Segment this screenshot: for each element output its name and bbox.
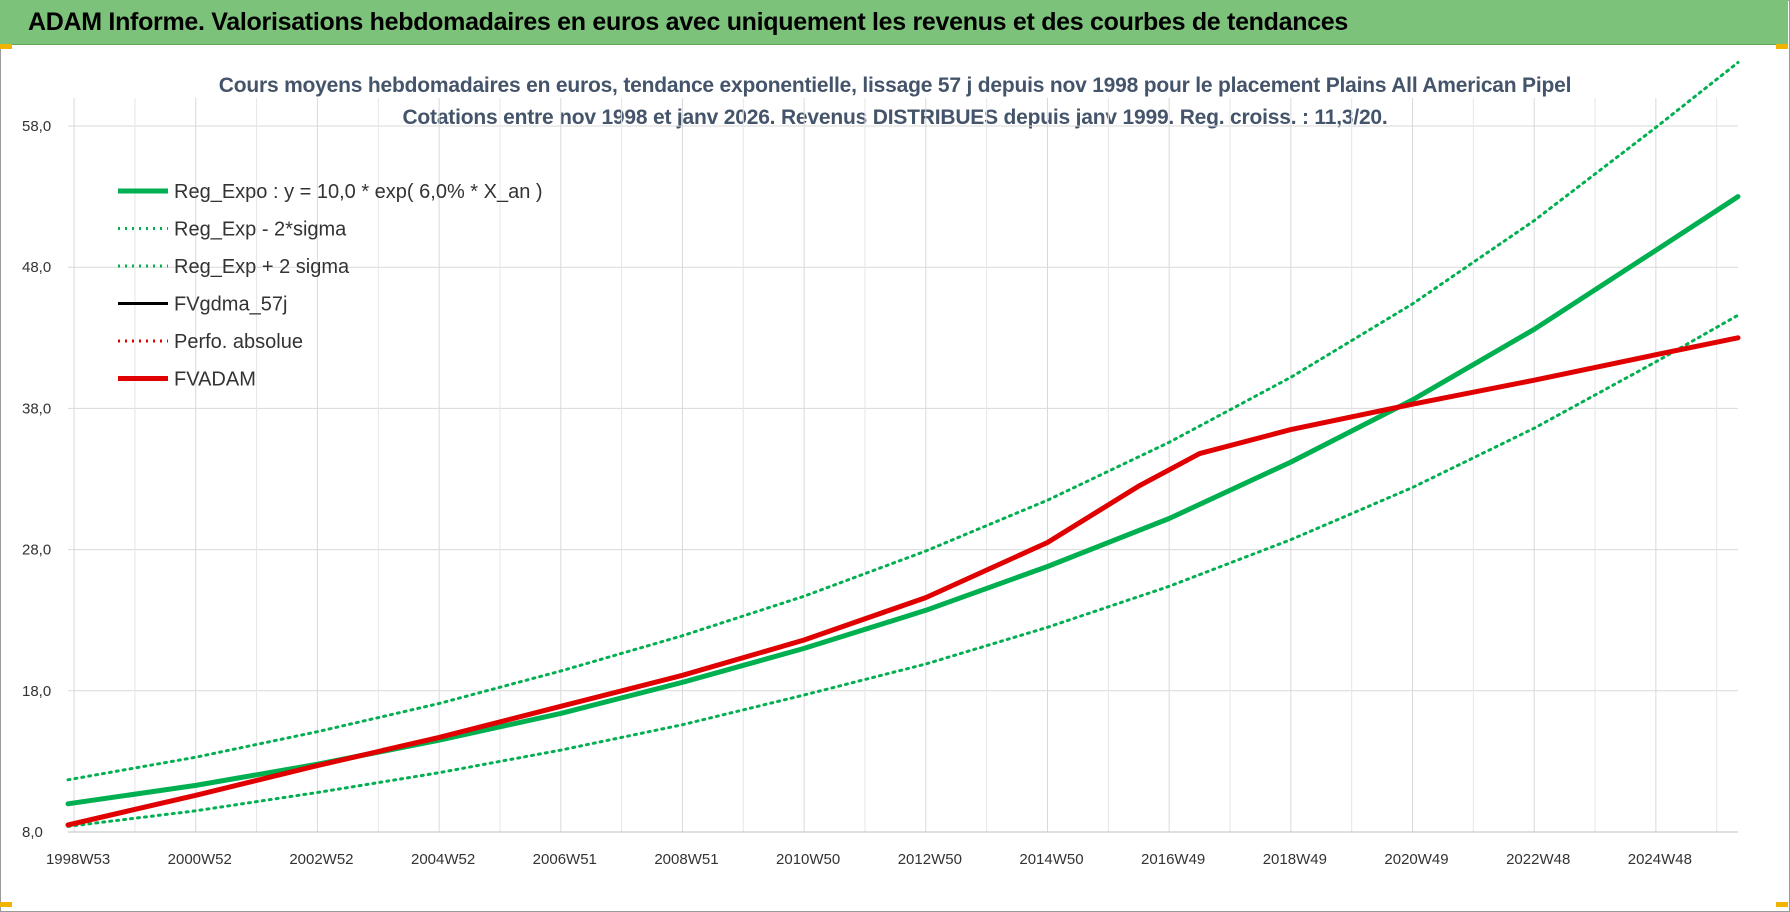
legend: Reg_Expo : y = 10,0 * exp( 6,0% * X_an )… (118, 181, 543, 391)
x-tick-label: 2016W49 (1141, 851, 1205, 868)
x-tick-label: 2004W52 (411, 851, 475, 868)
x-tick-label: 2014W50 (1019, 851, 1083, 868)
gridlines (68, 98, 1738, 833)
corner-marker (0, 902, 12, 907)
y-tick-label: 58,0 (22, 118, 51, 135)
x-tick-label: 1998W53 (46, 851, 110, 868)
chart-title-line-1: Cours moyens hebdomadaires en euros, ten… (218, 74, 1572, 97)
series-line-1 (66, 313, 1740, 828)
series-line-2 (66, 61, 1740, 782)
x-tick-label: 2018W49 (1263, 851, 1327, 868)
series-lines (65, 61, 1741, 828)
corner-marker (1776, 902, 1788, 907)
legend-label-4: Perfo. absolue (174, 331, 303, 353)
x-tick-label: 2022W48 (1506, 851, 1570, 868)
y-tick-label: 28,0 (22, 542, 51, 559)
legend-label-5: FVADAM (174, 369, 256, 391)
axes: 8,0 18,0 28,0 38,0 48,0 58,0 1998W53 2000W52 200… (22, 118, 1738, 868)
series-line-5 (65, 335, 1741, 828)
x-tick-label: 2024W48 (1628, 851, 1692, 868)
legend-label-1: Reg_Exp - 2*sigma (174, 219, 347, 241)
y-tick-label: 18,0 (22, 683, 51, 700)
chart-title-line-2: Cotations entre nov 1998 et janv 2026. R… (402, 106, 1388, 129)
legend-label-0: Reg_Expo : y = 10,0 * exp( 6,0% * X_an ) (174, 181, 543, 203)
x-tick-label: 2002W52 (289, 851, 353, 868)
y-tick-label: 8,0 (22, 824, 43, 841)
x-tick-label: 2008W51 (654, 851, 718, 868)
x-tick-label: 2020W49 (1384, 851, 1448, 868)
report-title: ADAM Informe. Valorisations hebdomadaire… (28, 8, 1349, 36)
series-line-0 (65, 194, 1741, 807)
report-header: ADAM Informe. Valorisations hebdomadaire… (0, 0, 1788, 45)
x-tick-label: 2012W50 (898, 851, 962, 868)
legend-label-3: FVgdma_57j (174, 294, 287, 316)
corner-marker (1776, 44, 1788, 49)
y-tick-label: 48,0 (22, 259, 51, 276)
x-tick-label: 2006W51 (533, 851, 597, 868)
x-tick-label: 2000W52 (168, 851, 232, 868)
x-tick-label: 2010W50 (776, 851, 840, 868)
legend-label-2: Reg_Exp + 2 sigma (174, 256, 350, 278)
y-tick-label: 38,0 (22, 400, 51, 417)
corner-marker (0, 44, 12, 49)
